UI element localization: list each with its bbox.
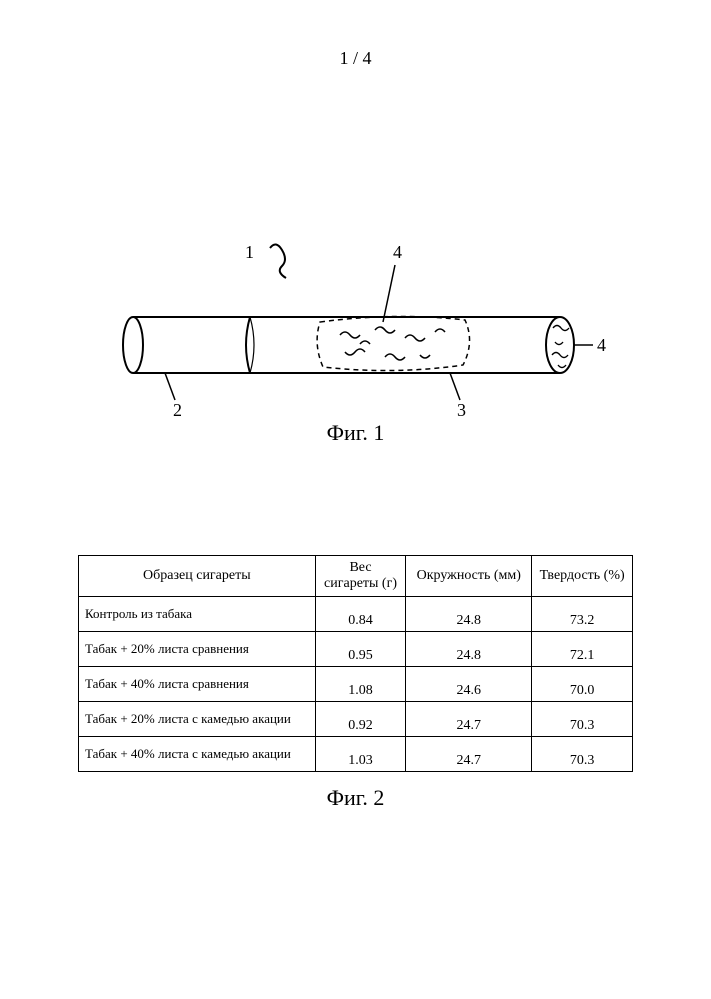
- table-row: Табак + 40% листа с камедью акации 1.03 …: [79, 737, 633, 772]
- cell-weight: 0.84: [315, 597, 406, 632]
- col-header-circumference: Окружность (мм): [406, 556, 532, 597]
- table-row: Табак + 20% листа с камедью акации 0.92 …: [79, 702, 633, 737]
- figure-2-table: Образец сигареты Вес сигареты (г) Окружн…: [78, 555, 633, 772]
- cell-weight: 1.08: [315, 667, 406, 702]
- table-row: Табак + 20% листа сравнения 0.95 24.8 72…: [79, 632, 633, 667]
- figure1-label-4a: 4: [393, 242, 402, 262]
- cell-circumference: 24.6: [406, 667, 532, 702]
- figure-1-caption: Фиг. 1: [327, 420, 385, 446]
- cell-hardness: 73.2: [532, 597, 633, 632]
- figure-2-caption: Фиг. 2: [327, 785, 385, 811]
- table-header-row: Образец сигареты Вес сигареты (г) Окружн…: [79, 556, 633, 597]
- cell-weight: 1.03: [315, 737, 406, 772]
- cell-weight: 0.95: [315, 632, 406, 667]
- figure1-label-1: 1: [245, 242, 254, 262]
- cell-hardness: 72.1: [532, 632, 633, 667]
- cell-circumference: 24.8: [406, 632, 532, 667]
- table-row: Табак + 40% листа сравнения 1.08 24.6 70…: [79, 667, 633, 702]
- figure1-label-4b: 4: [597, 335, 606, 355]
- cell-circumference: 24.7: [406, 702, 532, 737]
- page-number: 1 / 4: [339, 48, 371, 69]
- table-row: Контроль из табака 0.84 24.8 73.2: [79, 597, 633, 632]
- cell-sample: Контроль из табака: [79, 597, 316, 632]
- cell-sample: Табак + 20% листа сравнения: [79, 632, 316, 667]
- col-header-weight: Вес сигареты (г): [315, 556, 406, 597]
- figure-1-diagram: 1 4 4 2 3: [95, 230, 615, 420]
- cell-circumference: 24.7: [406, 737, 532, 772]
- cell-sample: Табак + 40% листа с камедью акации: [79, 737, 316, 772]
- figure1-label-2: 2: [173, 400, 182, 420]
- figure1-label-3: 3: [457, 400, 466, 420]
- col-header-hardness: Твердость (%): [532, 556, 633, 597]
- cell-circumference: 24.8: [406, 597, 532, 632]
- cell-hardness: 70.3: [532, 737, 633, 772]
- col-header-sample: Образец сигареты: [79, 556, 316, 597]
- cell-sample: Табак + 20% листа с камедью акации: [79, 702, 316, 737]
- cell-sample: Табак + 40% листа сравнения: [79, 667, 316, 702]
- cell-hardness: 70.0: [532, 667, 633, 702]
- cell-weight: 0.92: [315, 702, 406, 737]
- cell-hardness: 70.3: [532, 702, 633, 737]
